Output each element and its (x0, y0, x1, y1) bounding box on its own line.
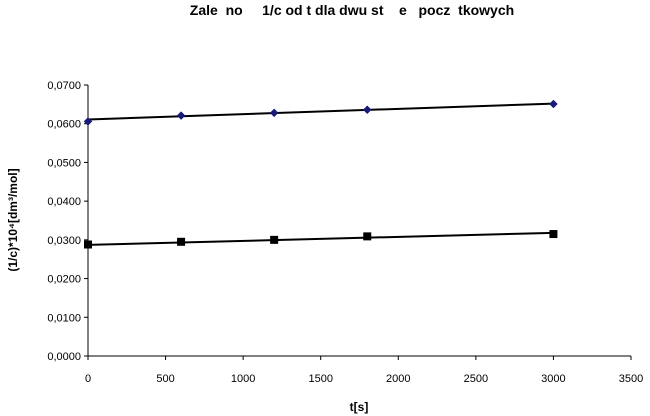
x-tick-label: 2000 (386, 373, 410, 385)
y-tick-label: 0,0400 (47, 196, 81, 208)
x-axis-label: t[s] (350, 400, 369, 414)
x-tick-label: 0 (85, 373, 91, 385)
x-tick-label: 2500 (464, 373, 488, 385)
x-tick-label: 1000 (231, 373, 255, 385)
series-2-point (84, 240, 92, 249)
plot-area: 0,0000 0,0100 0,0200 0,0300 0,0400 0,0500 0,06… (47, 80, 643, 385)
x-tick-label: 1500 (308, 373, 332, 385)
y-tick-label: 0,0600 (47, 119, 81, 131)
series-1-point (176, 111, 186, 120)
y-tick-label: 0,0000 (47, 351, 81, 363)
series-1-point (362, 105, 372, 115)
y-tick-label: 0,0300 (47, 235, 81, 247)
y-tick-label: 0,0700 (47, 80, 81, 92)
series-1-point (549, 99, 558, 109)
chart-title: Zale no 1/c od t dla dwu st e pocz tkowy… (190, 2, 514, 18)
y-tick-label: 0,0100 (47, 312, 81, 324)
y-tick-label: 0,0200 (47, 274, 81, 286)
series-2-point (270, 235, 279, 244)
series-2-point (363, 232, 372, 241)
x-tick-label: 3500 (619, 373, 643, 385)
series-1-trendline (87, 102, 554, 121)
series-1-point (83, 117, 93, 126)
y-axis-label: (1/c)*10⁴[dm³/mol] (6, 168, 20, 271)
y-tick-label: 0,0500 (47, 157, 81, 169)
series-1-point (269, 108, 279, 118)
x-tick-label: 500 (156, 373, 174, 385)
series-2-point (177, 237, 186, 246)
x-tick-label: 3000 (541, 373, 565, 385)
series-2-trendline (87, 231, 554, 246)
series-2-point (549, 230, 558, 239)
